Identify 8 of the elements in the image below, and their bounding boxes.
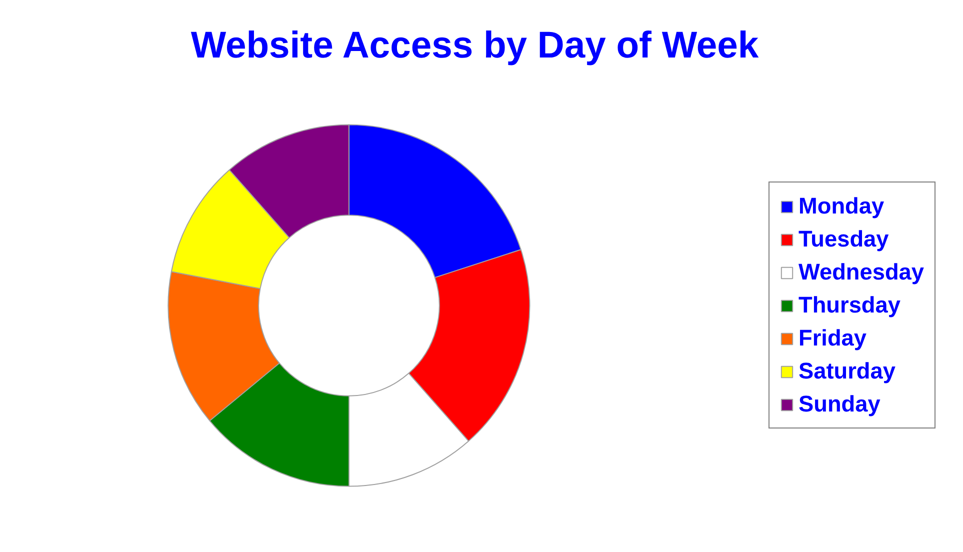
legend-label: Friday: [798, 324, 866, 352]
legend-label: Thursday: [798, 292, 900, 318]
legend-label: Monday: [798, 192, 884, 220]
legend-label: Saturday: [798, 358, 896, 384]
legend-label: Sunday: [798, 390, 880, 418]
legend-label: Wednesday: [798, 258, 924, 286]
legend-label: Tuesday: [798, 226, 889, 252]
chart-title: Website Access by Day of Week: [190, 24, 759, 66]
